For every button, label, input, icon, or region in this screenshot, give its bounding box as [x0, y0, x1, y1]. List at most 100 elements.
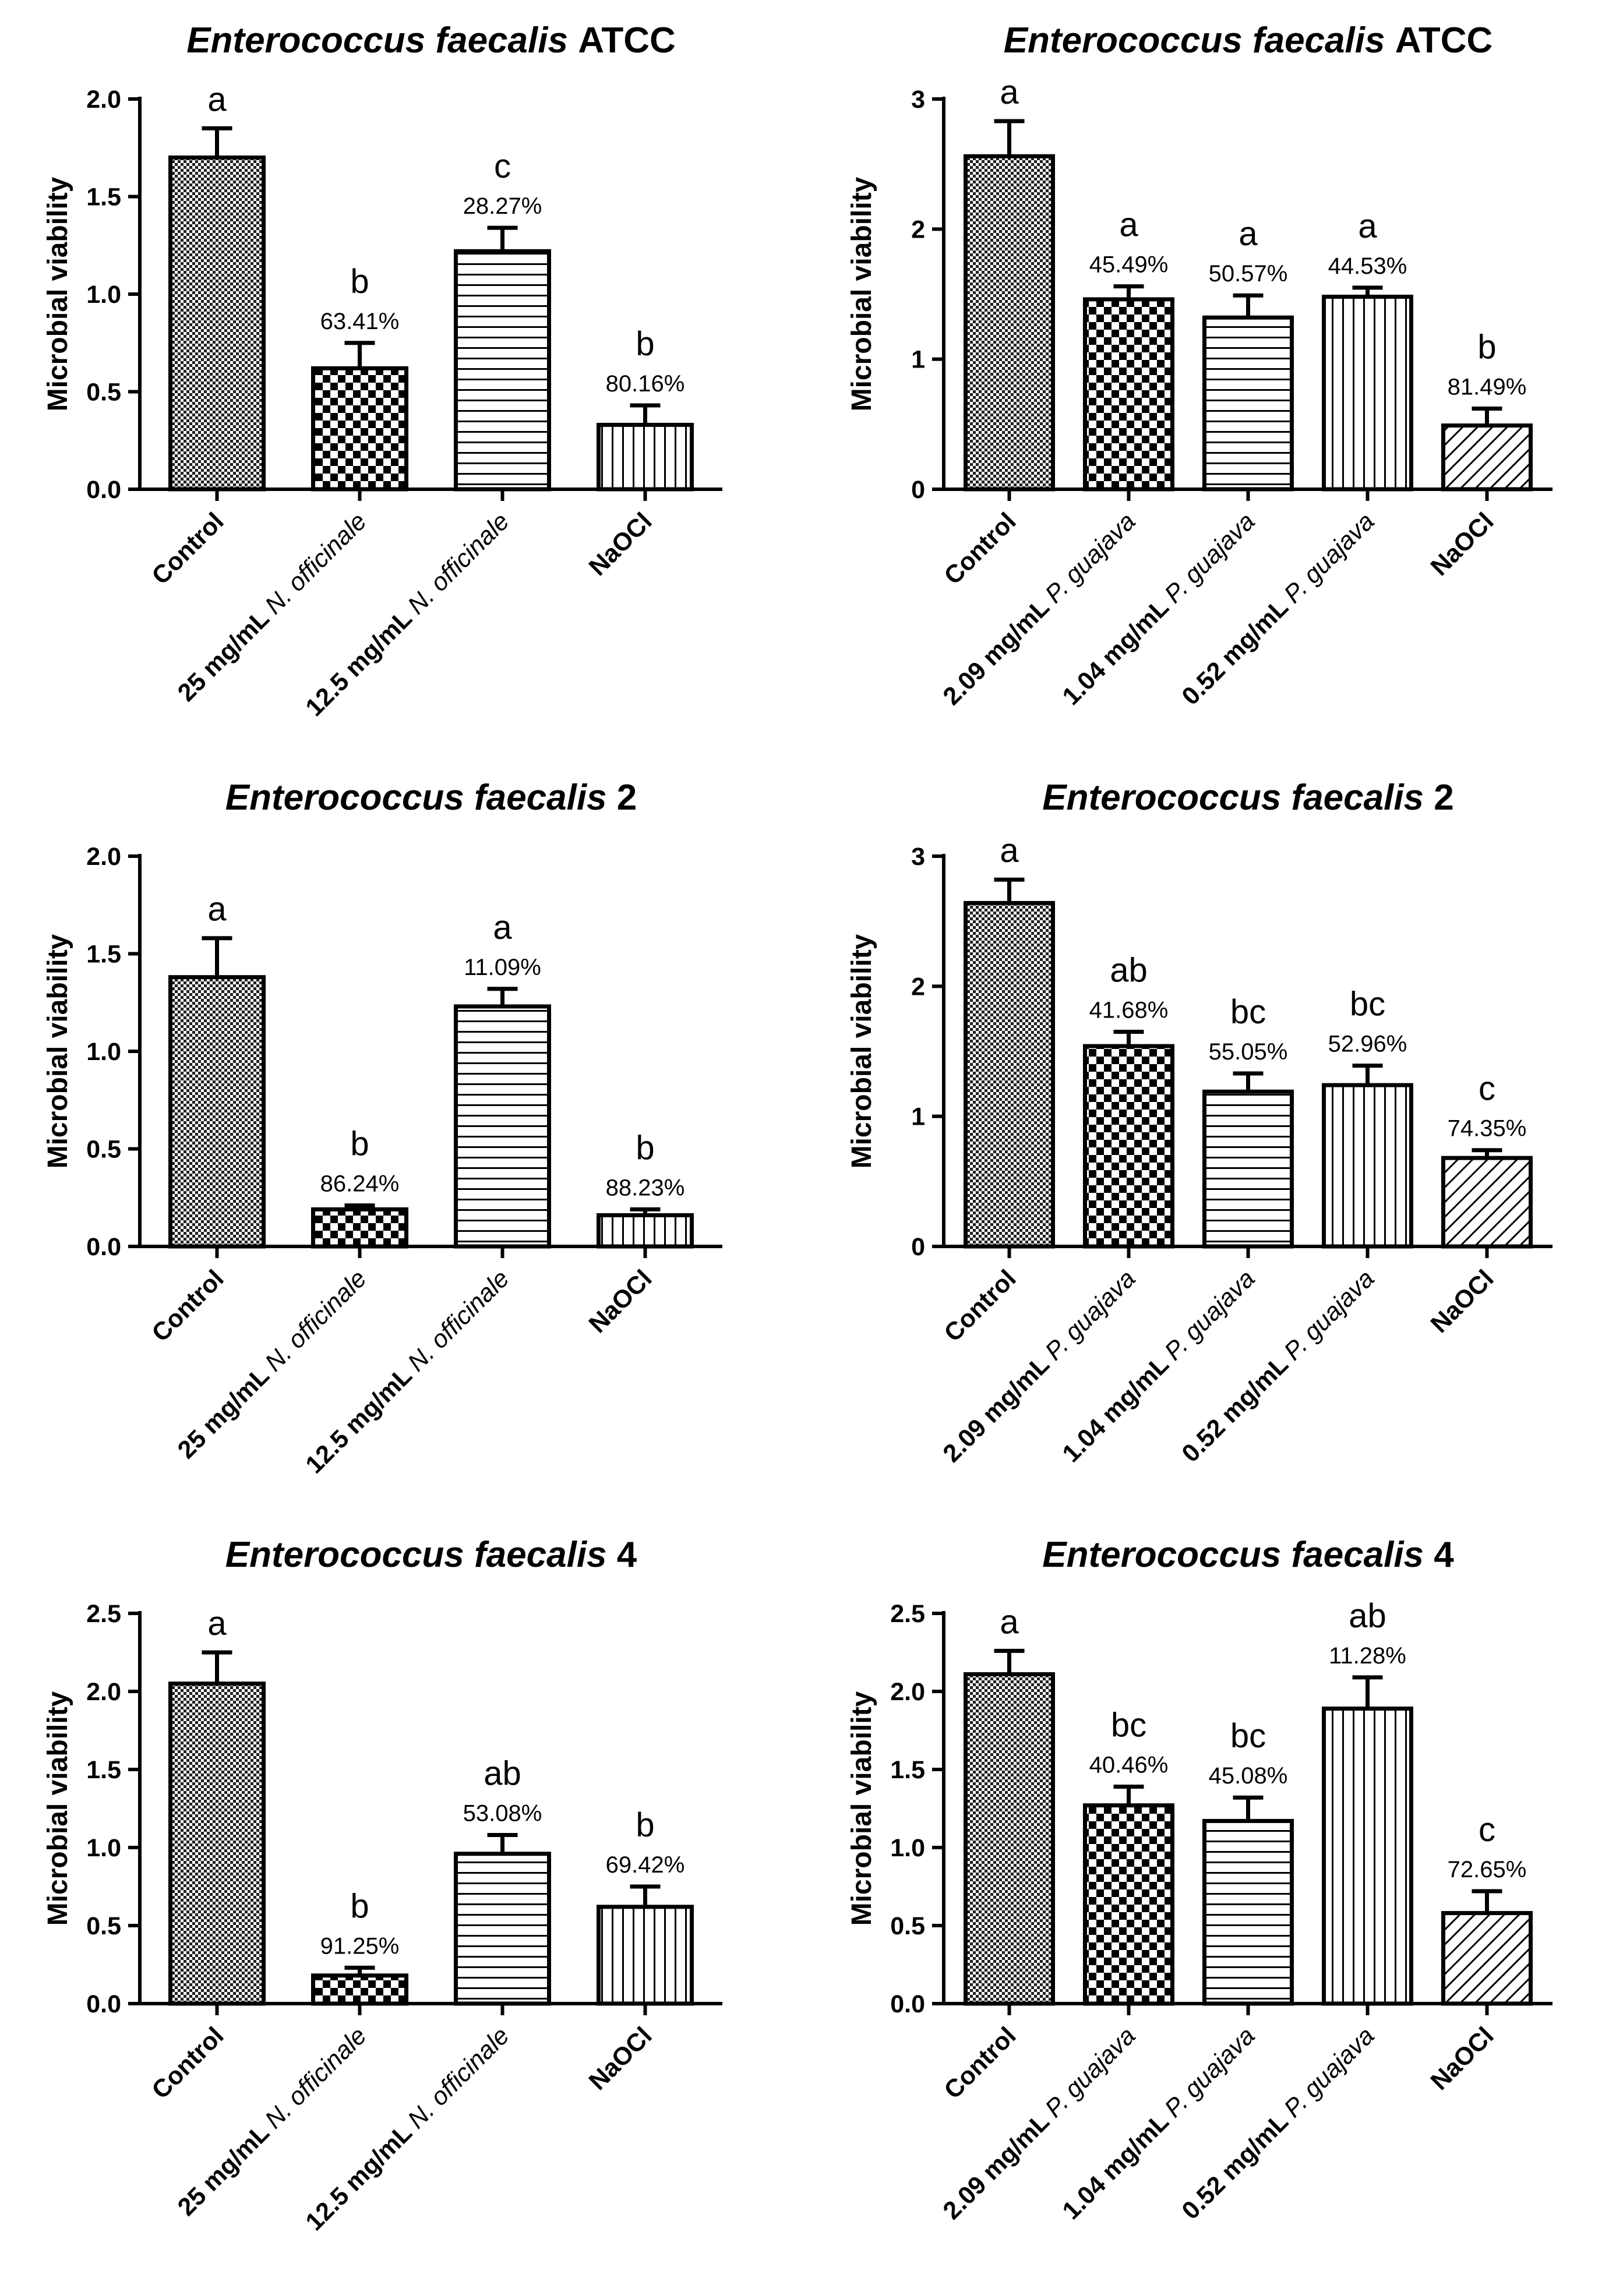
bar [597, 1213, 694, 1249]
bar [1202, 1089, 1294, 1249]
y-tick-label: 1.5 [890, 1756, 925, 1784]
significance-letter: a [1358, 207, 1377, 245]
category-label: Control [939, 507, 1022, 590]
significance-letter: bc [1111, 1706, 1146, 1744]
chart-panel-atcc-n-officinale: Enterococcus faecalis ATCC Microbial viab… [35, 12, 781, 757]
significance-letter: c [494, 147, 511, 185]
category-label: 0.52 mg/mL P. guajava [1177, 1264, 1380, 1468]
bar [454, 249, 551, 492]
y-tick-label: 2.0 [86, 1678, 121, 1706]
y-tick-label: 1.5 [86, 183, 121, 211]
chart-panel-ef4-p-guajava: Enterococcus faecalis 4 Microbial viabili… [839, 1526, 1585, 2272]
error-bar [994, 1648, 1025, 1675]
chart-title-species: Enterococcus faecalis [1042, 1535, 1434, 1575]
percent-label: 28.27% [463, 193, 542, 219]
chart-title-species: Enterococcus faecalis [225, 778, 617, 818]
significance-letter: b [350, 1887, 369, 1925]
significance-letter: a [1000, 832, 1019, 870]
bar [454, 1852, 551, 2006]
error-bar [1352, 1064, 1383, 1086]
category-label: NaOCl [584, 1264, 658, 1338]
chart-panel-ef2-n-officinale: Enterococcus faecalis 2 Microbial viabili… [35, 769, 781, 1514]
error-bar [487, 987, 518, 1006]
error-bar [994, 119, 1025, 157]
percent-label: 63.41% [320, 309, 400, 334]
y-tick-label: 0.0 [86, 1233, 121, 1261]
significance-letter: b [1477, 328, 1496, 366]
bar [454, 1004, 551, 1249]
category-label: Control [147, 2022, 230, 2104]
percent-label: 86.24% [320, 1171, 400, 1197]
percent-label: 80.16% [606, 371, 685, 397]
error-bar [1352, 1675, 1383, 1709]
error-bar [630, 1884, 661, 1907]
y-tick-label: 0.5 [86, 1912, 121, 1940]
chart-title-species: Enterococcus faecalis [1042, 778, 1434, 818]
y-tick-label: 1.5 [86, 1756, 121, 1784]
y-tick-label: 2.0 [86, 86, 121, 114]
chart-panel-ef2-p-guajava: Enterococcus faecalis 2 Microbial viabili… [839, 769, 1585, 1514]
y-axis-label: Microbial viability [846, 1691, 877, 1926]
percent-label: 91.25% [320, 1933, 400, 1959]
bar [168, 1682, 266, 2006]
significance-letter: ab [1349, 1597, 1386, 1635]
y-tick-label: 1.5 [86, 941, 121, 969]
error-bar [630, 1207, 661, 1216]
percent-label: 81.49% [1448, 375, 1527, 400]
percent-label: 45.49% [1089, 252, 1169, 278]
percent-label: 40.46% [1089, 1752, 1169, 1778]
significance-letter: a [207, 80, 227, 118]
significance-letter: ab [1110, 952, 1148, 990]
chart-title-species: Enterococcus faecalis [1004, 20, 1395, 61]
error-bar [1233, 1071, 1264, 1092]
bar [1083, 297, 1174, 492]
category-label: Control [147, 507, 230, 590]
y-tick-label: 1.0 [86, 281, 121, 309]
y-tick-label: 2.5 [86, 1600, 121, 1628]
percent-label: 72.65% [1448, 1857, 1527, 1882]
error-bar [1472, 407, 1502, 426]
chart-title-strain: ATCC [1395, 20, 1493, 61]
y-tick-label: 0.5 [890, 1912, 925, 1940]
y-axis-label: Microbial viability [846, 176, 877, 411]
error-bar [202, 936, 232, 977]
category-label: NaOCl [1426, 507, 1499, 581]
percent-label: 41.68% [1089, 998, 1169, 1023]
y-axis-label: Microbial viability [43, 176, 73, 411]
category-label: 2.09 mg/mL P. guajava [938, 1264, 1141, 1468]
percent-label: 44.53% [1328, 253, 1407, 279]
category-label: 0.52 mg/mL P. guajava [1177, 507, 1380, 711]
bar [1322, 294, 1413, 492]
error-bar [202, 1650, 232, 1684]
significance-letter: a [207, 891, 227, 928]
y-tick-label: 3 [911, 843, 925, 871]
bar-chart-svg: Enterococcus faecalis 4 Microbial viabili… [43, 1535, 722, 2236]
y-tick-label: 1 [911, 346, 925, 374]
percent-label: 69.42% [606, 1852, 685, 1878]
chart-title: Enterococcus faecalis ATCC [1004, 20, 1493, 61]
category-label: NaOCl [1426, 2022, 1499, 2096]
chart-title-strain: 4 [1434, 1535, 1454, 1575]
error-bar [344, 1965, 375, 1976]
bar [1441, 1911, 1533, 2006]
y-tick-label: 2 [911, 973, 925, 1001]
significance-letter: a [1000, 73, 1019, 111]
bar [311, 1207, 408, 1249]
percent-label: 50.57% [1209, 261, 1288, 287]
significance-letter: b [636, 325, 654, 363]
significance-letter: a [207, 1605, 227, 1642]
y-tick-label: 1.0 [890, 1834, 925, 1862]
error-bar [1233, 1795, 1264, 1821]
bar [168, 975, 266, 1249]
y-axis-label: Microbial viability [846, 934, 877, 1168]
chart-panel-ef4-n-officinale: Enterococcus faecalis 4 Microbial viabili… [35, 1526, 781, 2272]
category-label: 1.04 mg/mL P. guajava [1057, 1264, 1261, 1468]
bar [1322, 1083, 1413, 1249]
percent-label: 45.08% [1209, 1763, 1288, 1789]
error-bar [1113, 1030, 1144, 1047]
percent-label: 88.23% [606, 1175, 685, 1200]
bar [964, 900, 1055, 1249]
bar [964, 1672, 1055, 2006]
bar [1083, 1803, 1174, 2006]
